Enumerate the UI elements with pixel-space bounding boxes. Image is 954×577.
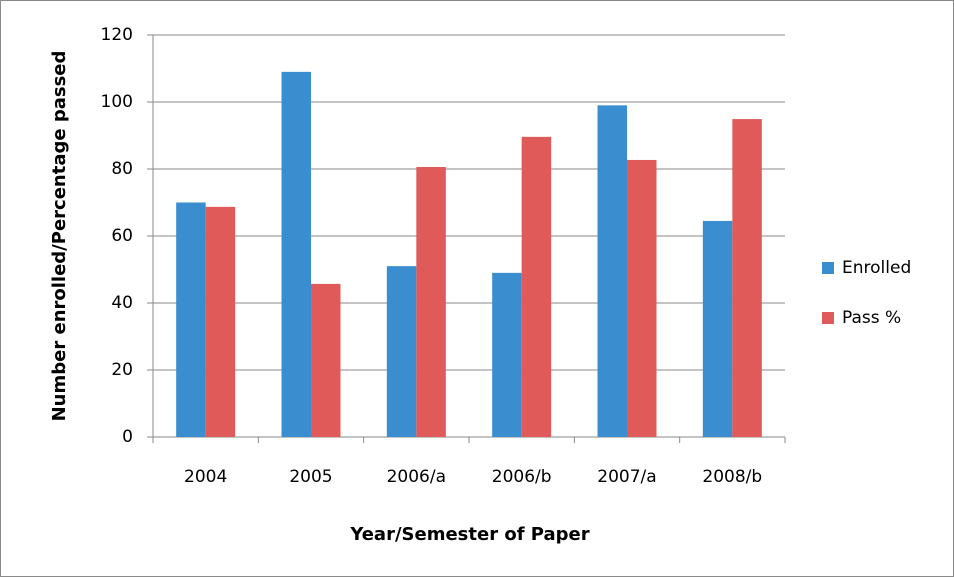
legend-swatch (822, 312, 834, 324)
bar (492, 272, 522, 437)
legend-label: Pass % (842, 308, 901, 328)
y-tick-label: 0 (122, 427, 133, 447)
legend-swatch (822, 262, 834, 274)
bar (311, 283, 341, 437)
y-tick-label: 60 (111, 226, 133, 246)
bar (597, 105, 627, 437)
y-tick-label: 120 (101, 25, 133, 45)
x-tick-label: 2006/a (387, 467, 446, 487)
bar (702, 220, 733, 437)
x-tick-label: 2005 (289, 467, 332, 487)
bar (281, 71, 311, 437)
x-tick-label: 2004 (184, 467, 227, 487)
x-tick-label: 2007/a (597, 467, 656, 487)
y-tick-label: 100 (101, 92, 133, 112)
bar (521, 136, 552, 437)
bar (627, 159, 657, 437)
x-tick-label: 2006/b (492, 467, 552, 487)
y-tick-label: 40 (111, 293, 133, 313)
bar (386, 266, 417, 437)
y-axis-title: Number enrolled/Percentage passed (49, 51, 70, 422)
bar (732, 119, 762, 438)
y-tick-label: 20 (111, 360, 133, 380)
bar (205, 206, 236, 437)
y-tick-label: 80 (111, 159, 133, 179)
legend-label: Enrolled (842, 258, 911, 278)
bar (416, 166, 446, 438)
bar (176, 202, 206, 437)
x-tick-label: 2008/b (702, 467, 762, 487)
x-axis-title: Year/Semester of Paper (349, 524, 589, 545)
